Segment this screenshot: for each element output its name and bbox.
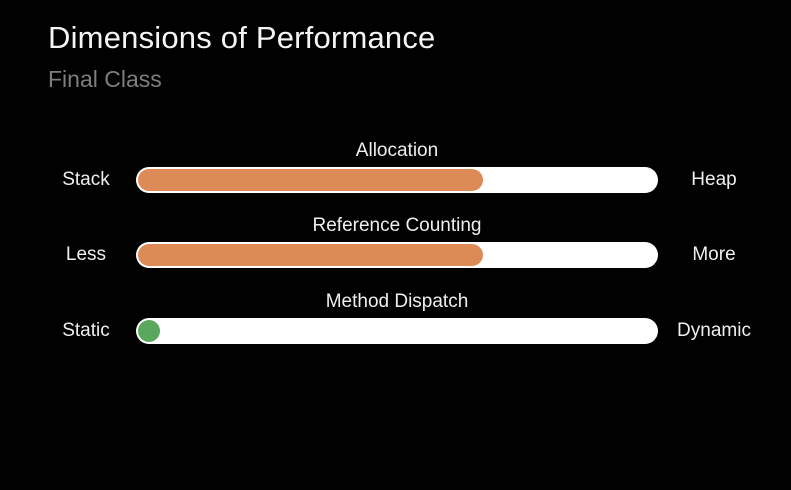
right-label-dynamic: Dynamic <box>677 320 751 341</box>
right-label-more: More <box>692 244 736 265</box>
slider-row-reference-counting: Reference Counting Less More <box>0 215 791 268</box>
reference-counting-track <box>136 242 658 268</box>
reference-counting-fill-bar <box>138 244 483 266</box>
method-dispatch-dot <box>138 320 160 342</box>
slider-row-method-dispatch: Method Dispatch Static Dynamic <box>0 291 791 344</box>
slide-title: Dimensions of Performance <box>48 20 436 55</box>
right-label-heap: Heap <box>691 169 737 190</box>
allocation-track <box>136 167 658 193</box>
slide-subtitle: Final Class <box>48 66 162 92</box>
slider-caption-allocation: Allocation <box>355 140 439 161</box>
slider-row-allocation: Allocation Stack Heap <box>0 140 791 193</box>
left-label-less: Less <box>65 244 107 265</box>
allocation-fill-bar <box>138 169 483 191</box>
left-label-static: Static <box>62 320 110 341</box>
method-dispatch-track <box>136 318 658 344</box>
slider-caption-method-dispatch: Method Dispatch <box>325 291 469 312</box>
slider-caption-reference-counting: Reference Counting <box>312 215 482 236</box>
left-label-stack: Stack <box>62 169 110 190</box>
